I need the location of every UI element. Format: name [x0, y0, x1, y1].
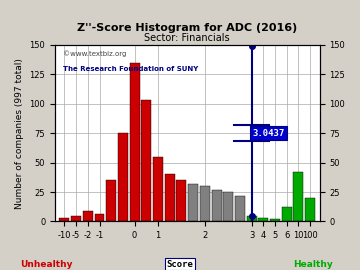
Bar: [212, 190, 221, 221]
Bar: [83, 211, 93, 221]
Bar: [188, 184, 198, 221]
Bar: [258, 218, 268, 221]
Text: Score: Score: [167, 260, 193, 269]
Text: ©www.textbiz.org: ©www.textbiz.org: [63, 50, 126, 57]
Bar: [235, 195, 245, 221]
Bar: [305, 198, 315, 221]
Bar: [165, 174, 175, 221]
Bar: [153, 157, 163, 221]
Bar: [270, 219, 280, 221]
Bar: [293, 172, 303, 221]
Bar: [71, 215, 81, 221]
Bar: [130, 63, 140, 221]
Text: Healthy: Healthy: [293, 260, 333, 269]
Bar: [282, 207, 292, 221]
Bar: [95, 214, 104, 221]
Text: The Research Foundation of SUNY: The Research Foundation of SUNY: [63, 66, 198, 72]
Text: 3.0437: 3.0437: [252, 129, 284, 138]
Text: Unhealthy: Unhealthy: [21, 260, 73, 269]
Bar: [141, 100, 151, 221]
Title: Z''-Score Histogram for ADC (2016): Z''-Score Histogram for ADC (2016): [77, 23, 297, 33]
Text: Sector: Financials: Sector: Financials: [144, 33, 230, 43]
Bar: [223, 192, 233, 221]
Bar: [106, 180, 116, 221]
Y-axis label: Number of companies (997 total): Number of companies (997 total): [15, 58, 24, 209]
Bar: [118, 133, 128, 221]
Bar: [176, 180, 186, 221]
Bar: [200, 186, 210, 221]
Bar: [59, 218, 69, 221]
Bar: [247, 215, 257, 221]
